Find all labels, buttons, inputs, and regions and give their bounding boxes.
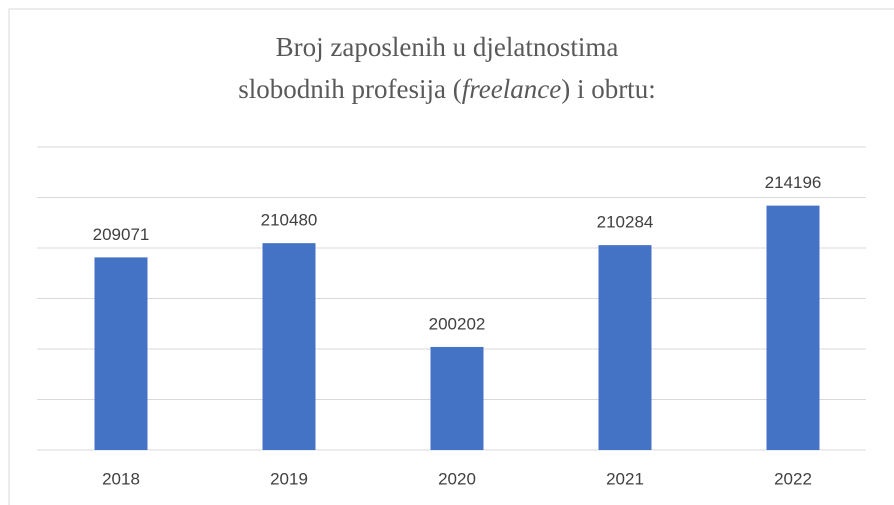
x-tick-label: 2020 — [438, 469, 476, 488]
data-label: 210284 — [597, 213, 654, 232]
title-part: freelance — [462, 74, 561, 104]
bar — [430, 346, 484, 450]
data-label: 200202 — [429, 314, 486, 333]
x-tick-label: 2018 — [102, 469, 140, 488]
data-label: 210480 — [261, 211, 318, 230]
data-label: 209071 — [93, 225, 150, 244]
title-part: slobodnih profesija ( — [238, 74, 461, 104]
bar — [598, 245, 652, 450]
data-label: 214196 — [765, 173, 822, 192]
chart-title: slobodnih profesija (freelance) i obrtu: — [238, 74, 655, 104]
x-tick-label: 2022 — [774, 469, 812, 488]
bar — [262, 243, 316, 450]
bar — [766, 205, 820, 450]
x-tick-label: 2019 — [270, 469, 308, 488]
bar — [94, 257, 148, 450]
chart-border — [8, 8, 894, 505]
title-part: ) i obrtu: — [561, 74, 656, 104]
chart-title: Broj zaposlenih u djelatnostima — [276, 32, 619, 62]
x-tick-label: 2021 — [606, 469, 644, 488]
